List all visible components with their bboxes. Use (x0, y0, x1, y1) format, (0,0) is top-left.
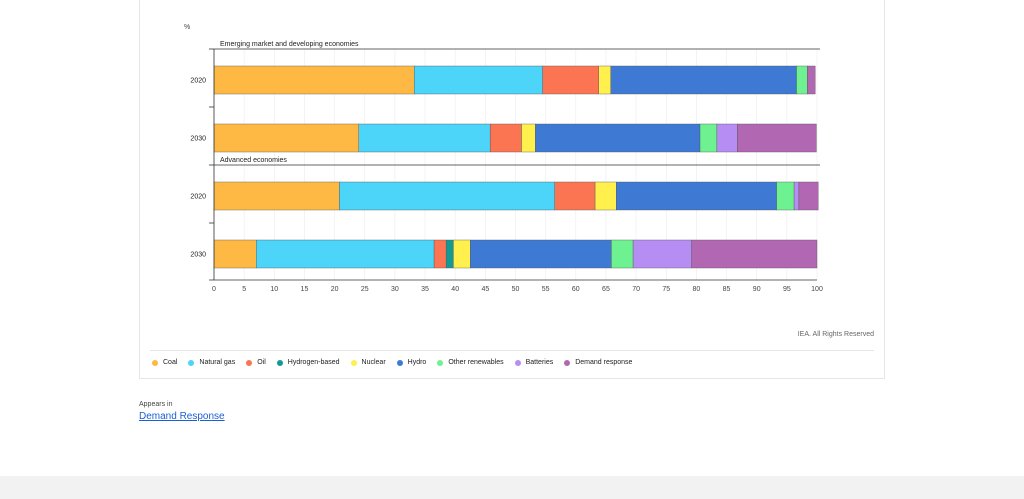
x-tick-label: 35 (421, 286, 429, 293)
bar-segment (358, 123, 491, 153)
legend-item[interactable]: Coal (152, 359, 177, 366)
legend-item[interactable]: Natural gas (188, 359, 235, 366)
bar-segment (542, 65, 599, 95)
bar-segment (445, 239, 454, 269)
x-tick-label: 10 (270, 286, 278, 293)
bar-segment (699, 123, 718, 153)
legend-swatch (152, 359, 158, 366)
x-tick-label: 5 (242, 286, 246, 293)
x-tick-label: 95 (783, 286, 791, 293)
legend-swatch (188, 359, 195, 366)
legend-label: Coal (163, 359, 178, 366)
x-tick-label: 75 (662, 286, 670, 293)
x-tick-label: 25 (361, 286, 369, 293)
legend-label: Natural gas (199, 359, 236, 366)
row-label: 2030 (190, 252, 206, 259)
legend-divider (150, 350, 874, 351)
bar-segment (413, 65, 543, 95)
bar-segment (213, 239, 257, 269)
legend-swatch (276, 359, 283, 366)
legend-label: Other renewables (448, 359, 504, 366)
legend-item[interactable]: Hydro (396, 359, 427, 366)
copyright-notice: IEA. All Rights Reserved (797, 331, 874, 338)
bar-segment (489, 123, 522, 153)
bar-segment (793, 181, 800, 211)
bar-segment (598, 65, 611, 95)
bar-segment (807, 65, 816, 95)
bar-segment (796, 65, 808, 95)
legend-item[interactable]: Hydrogen-based (276, 359, 340, 366)
x-tick-label: 20 (331, 286, 339, 293)
x-tick-label: 60 (572, 286, 580, 293)
legend-item[interactable]: Other renewables (437, 359, 504, 366)
legend-label: Batteries (525, 359, 554, 366)
legend-swatch (564, 359, 571, 366)
x-tick-label: 40 (451, 286, 459, 293)
x-tick-label: 45 (481, 286, 489, 293)
x-tick-label: 85 (723, 286, 731, 293)
x-tick-label: 0 (212, 286, 216, 293)
bar-segment (470, 239, 612, 269)
x-tick-label: 30 (391, 286, 399, 293)
chart-legend: Coal Natural gas Oil Hydrogen-based Nuclear H… (152, 359, 643, 366)
legend-swatch (396, 359, 403, 366)
legend-swatch (437, 359, 444, 366)
chart: % Emerging market and developing economie… (184, 24, 823, 293)
row-label: 2030 (190, 136, 206, 143)
legend-label: Hydro (407, 359, 427, 366)
legend-label: Demand response (575, 359, 633, 366)
bar-segment (433, 239, 447, 269)
x-tick-label: 70 (632, 286, 640, 293)
x-tick-label: 55 (542, 286, 550, 293)
bar-segment (737, 123, 817, 153)
y-unit-label: % (184, 24, 190, 31)
legend-swatch (514, 359, 521, 366)
appears-in-label: Appears in (139, 401, 173, 408)
bar-segment (632, 239, 692, 269)
row-label: 2020 (190, 78, 206, 85)
footer-band (0, 476, 1024, 499)
demand-response-link[interactable]: Demand Response (139, 411, 225, 422)
legend-item[interactable]: Oil (246, 359, 266, 366)
x-tick-label: 65 (602, 286, 610, 293)
bar-segment (535, 123, 701, 153)
legend-label: Hydrogen-based (287, 359, 340, 366)
bar-segment (716, 123, 738, 153)
x-tick-label: 50 (512, 286, 520, 293)
bar-segment (776, 181, 795, 211)
bar-segment (213, 65, 415, 95)
bar-segment (339, 181, 555, 211)
bar-segment (610, 65, 797, 95)
bar-segment (594, 181, 617, 211)
chart-card: % Emerging market and developing economie… (139, 0, 885, 379)
legend-swatch (246, 359, 253, 366)
bar-segment (521, 123, 536, 153)
legend-item[interactable]: Batteries (514, 359, 554, 366)
group-title: Advanced economies (220, 157, 287, 164)
bar-segment (691, 239, 818, 269)
x-tick-label: 90 (753, 286, 761, 293)
bar-segment (798, 181, 819, 211)
bar-segment (213, 123, 359, 153)
bar-segment (554, 181, 596, 211)
bar-segment (213, 181, 340, 211)
legend-item[interactable]: Nuclear (350, 359, 386, 366)
x-tick-label: 100 (811, 286, 823, 293)
bar-segment (616, 181, 777, 211)
legend-label: Oil (257, 359, 266, 366)
bar-segment (256, 239, 435, 269)
row-label: 2020 (190, 194, 206, 201)
group-title: Emerging market and developing economies (220, 41, 359, 48)
bar-segment (453, 239, 471, 269)
bar-segment (611, 239, 634, 269)
legend-label: Nuclear (361, 359, 386, 366)
x-tick-label: 80 (693, 286, 701, 293)
legend-item[interactable]: Demand response (564, 359, 632, 366)
x-tick-label: 15 (301, 286, 309, 293)
legend-swatch (350, 359, 357, 366)
